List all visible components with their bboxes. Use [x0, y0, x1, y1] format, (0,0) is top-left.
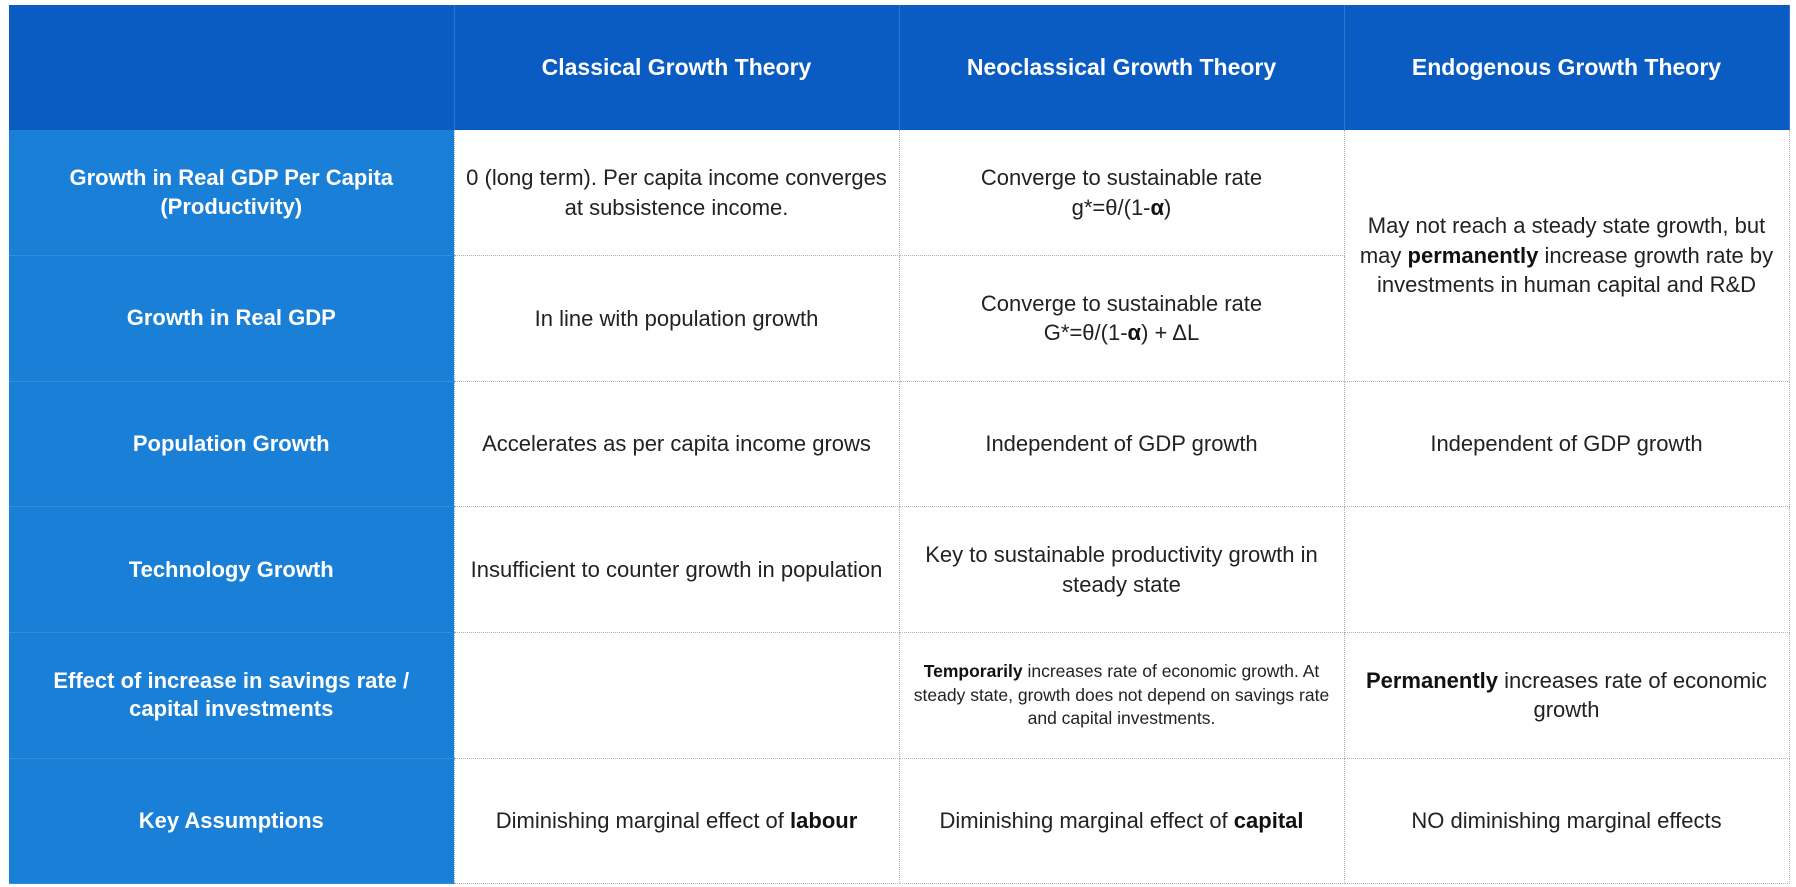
formula-productivity: g*=θ/(1-α)	[906, 193, 1338, 223]
cell-assumptions-classical: Diminishing marginal effect of labour	[453, 758, 900, 885]
cell-text: Diminishing marginal effect of	[495, 808, 791, 834]
corner-cell	[9, 5, 455, 130]
cell-technology-classical: Insufficient to counter growth in popula…	[453, 506, 900, 634]
cell-text: May not reach a steady state growth, but…	[1359, 212, 1766, 268]
formula-real-gdp: G*=θ/(1-α) + ΔL	[906, 318, 1338, 348]
cell-population-classical: Accelerates as per capita income grows	[453, 381, 900, 508]
cell-assumptions-neoclassical: Diminishing marginal effect of capital	[898, 758, 1345, 885]
row-label-real-gdp: Growth in Real GDP	[9, 255, 454, 382]
cell-real-gdp-classical: In line with population growth	[453, 255, 900, 382]
formula-alpha: α	[1127, 320, 1142, 346]
column-header-neoclassical: Neoclassical Growth Theory	[899, 5, 1345, 130]
header-row: Classical Growth Theory Neoclassical Gro…	[9, 5, 1790, 130]
row-label-productivity: Growth in Real GDP Per Capita (Productiv…	[9, 130, 454, 257]
row-label-savings: Effect of increase in savings rate / cap…	[9, 632, 454, 759]
cell-text: increases rate of economic growth	[1498, 667, 1768, 723]
table-row-savings: Effect of increase in savings rate / cap…	[9, 632, 1790, 759]
cell-emphasis: capital	[1233, 808, 1304, 834]
table-row-population: Population Growth Accelerates as per cap…	[9, 381, 1790, 508]
formula-text: g*=θ/(1-	[1071, 194, 1151, 220]
cell-population-neoclassical: Independent of GDP growth	[898, 381, 1345, 508]
formula-text: )	[1164, 194, 1172, 220]
row-label-population: Population Growth	[9, 381, 454, 508]
cell-text: increases rate of economic growth. At st…	[913, 661, 1330, 729]
formula-text: G*=θ/(1-	[1043, 320, 1128, 346]
cell-real-gdp-neoclassical: Converge to sustainable rate G*=θ/(1-α) …	[898, 255, 1345, 382]
row-label-technology: Technology Growth	[9, 506, 454, 634]
cell-text: increase growth rate by investments in h…	[1376, 242, 1774, 298]
column-header-classical: Classical Growth Theory	[454, 5, 900, 130]
cell-productivity-classical: 0 (long term). Per capita income converg…	[453, 130, 900, 257]
table-row-technology: Technology Growth Insufficient to counte…	[9, 506, 1790, 634]
cell-savings-classical	[453, 632, 900, 759]
cell-emphasis: Temporarily	[923, 661, 1023, 682]
cell-text: Converge to sustainable rate	[980, 290, 1263, 316]
cell-text: Converge to sustainable rate	[980, 164, 1263, 190]
formula-text: ) + ΔL	[1141, 320, 1200, 346]
table-row-assumptions: Key Assumptions Diminishing marginal eff…	[9, 758, 1790, 885]
cell-growth-endogenous-merged: May not reach a steady state growth, but…	[1343, 130, 1790, 382]
formula-alpha: α	[1150, 194, 1165, 220]
cell-savings-neoclassical: Temporarily increases rate of economic g…	[898, 632, 1345, 759]
cell-assumptions-endogenous: NO diminishing marginal effects	[1343, 758, 1790, 885]
cell-emphasis: Permanently	[1365, 667, 1499, 693]
growth-theory-comparison-table: Classical Growth Theory Neoclassical Gro…	[9, 5, 1790, 885]
cell-emphasis: permanently	[1407, 242, 1539, 268]
cell-emphasis: labour	[790, 808, 858, 834]
cell-savings-endogenous: Permanently increases rate of economic g…	[1343, 632, 1790, 759]
table-row-real-gdp: Growth in Real GDP In line with populati…	[9, 255, 1789, 382]
cell-technology-neoclassical: Key to sustainable productivity growth i…	[898, 506, 1345, 634]
cell-text: Diminishing marginal effect of	[939, 808, 1234, 834]
column-header-endogenous: Endogenous Growth Theory	[1344, 5, 1790, 130]
row-label-assumptions: Key Assumptions	[9, 758, 454, 885]
table-row-productivity: Growth in Real GDP Per Capita (Productiv…	[9, 130, 1790, 382]
cell-technology-endogenous	[1343, 506, 1790, 634]
cell-population-endogenous: Independent of GDP growth	[1343, 381, 1790, 508]
cell-productivity-neoclassical: Converge to sustainable rate g*=θ/(1-α)	[898, 130, 1345, 257]
